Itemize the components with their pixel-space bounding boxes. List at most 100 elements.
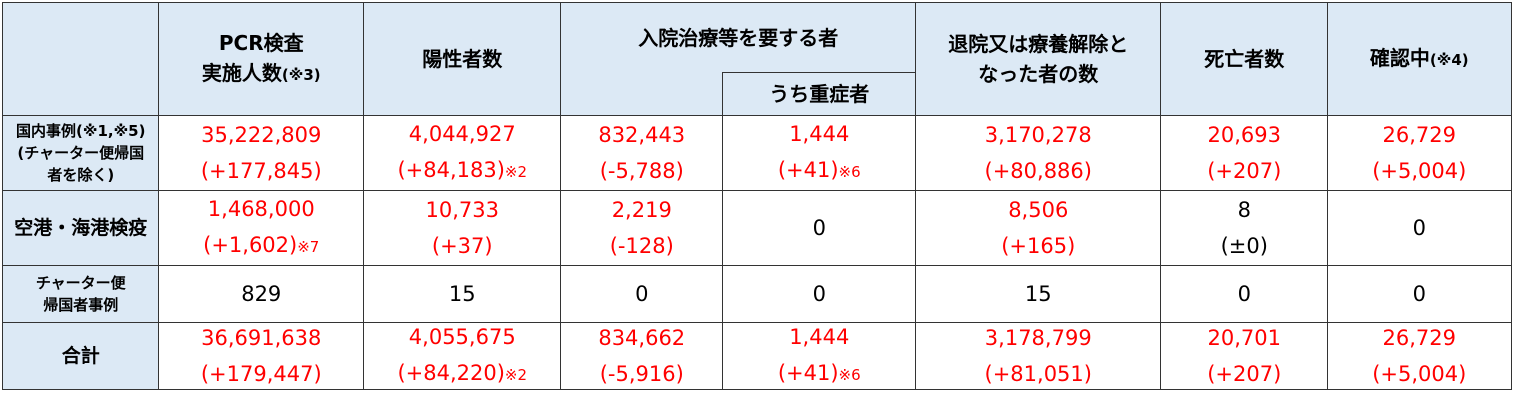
cell-value: 834,662 [598, 325, 686, 350]
cell-value: 1,468,000 [207, 197, 315, 222]
cell-value: 1,444 [789, 324, 850, 349]
cell-change: (+81,051) [984, 361, 1092, 386]
cell-value: 3,170,278 [984, 123, 1092, 148]
cell-value: 4,055,675 [408, 324, 516, 349]
cell-change: (+207) [1207, 159, 1282, 184]
data-cell: 4,044,927 (+84,183)※2 [363, 115, 562, 192]
header-text: 入院治療等を要する者 [638, 26, 839, 50]
cell-value: 832,443 [598, 123, 686, 148]
cell-change: (+179,447) [200, 361, 322, 386]
data-cell: 1,444 (+41)※6 [722, 115, 917, 192]
data-cell: 8 (±0) [1160, 190, 1329, 267]
data-cell: 0 [722, 190, 917, 267]
cell-change: (+80,886) [984, 159, 1092, 184]
row-label: 国内事例(※1,※5) (チャーター便帰国 者を除く) [2, 115, 160, 192]
header-text: 確認中(※4) [1369, 46, 1469, 71]
row-label-text: 者を除く) [47, 166, 115, 185]
cell-value: 0 [1412, 216, 1426, 241]
row-label-text: 帰国者事例 [43, 296, 119, 315]
header-text: PCR検査 [218, 31, 304, 56]
row-label-text: 空港・海港検疫 [14, 217, 148, 240]
cell-change: (+41)※6 [777, 360, 861, 385]
cell-value: 3,178,799 [984, 325, 1092, 350]
cell-value: 35,222,809 [201, 123, 322, 148]
cell-value: 2,219 [611, 198, 672, 223]
cell-value: 20,701 [1207, 325, 1281, 350]
cell-change: (+165) [1001, 234, 1076, 259]
cell-note: ※2 [504, 365, 528, 384]
data-cell: 15 [363, 265, 562, 324]
data-cell: 20,701 (+207) [1160, 322, 1329, 390]
header-corner [2, 2, 160, 117]
cell-change: (+84,220)※2 [397, 360, 528, 385]
cell-value: 15 [1024, 282, 1052, 307]
data-cell: 829 [158, 265, 365, 324]
data-cell: 15 [915, 265, 1162, 324]
cell-change: (-5,788) [599, 159, 684, 184]
header-note: (※4) [1429, 51, 1469, 70]
row-label-text: 国内事例(※1,※5) [16, 122, 146, 141]
header-note: (※3) [281, 66, 321, 85]
cell-value: 8,506 [1008, 198, 1069, 223]
cell-change: (+41)※6 [777, 158, 861, 183]
row-label-text: (チャーター便帰国 [17, 144, 145, 163]
cell-value: 26,729 [1382, 325, 1456, 350]
header-text: うち重症者 [769, 82, 870, 107]
data-cell: 26,729 (+5,004) [1327, 322, 1512, 390]
cell-value: 0 [1237, 282, 1251, 307]
header-text: なった者の数 [978, 62, 1099, 87]
header-text: 退院又は療養解除と [948, 32, 1129, 57]
row-label-text: チャーター便 [35, 274, 126, 293]
data-cell: 0 [1327, 265, 1512, 324]
header-text: 死亡者数 [1204, 47, 1285, 72]
cell-change: (+37) [431, 234, 493, 259]
data-cell: 20,693 (+207) [1160, 115, 1329, 192]
cell-change: (+5,004) [1372, 361, 1467, 386]
cell-change: (-5,916) [599, 361, 684, 386]
cell-value: 26,729 [1382, 123, 1456, 148]
cell-value: 0 [812, 282, 826, 307]
cell-change: (+5,004) [1372, 159, 1467, 184]
cell-value: 1,444 [789, 122, 850, 147]
header-cell: 確認中(※4) [1327, 2, 1512, 117]
header-text: 陽性者数 [422, 47, 503, 72]
data-cell: 36,691,638 (+179,447) [158, 322, 365, 390]
data-cell: 2,219 (-128) [560, 190, 724, 267]
header-cell: PCR検査実施人数(※3) [158, 2, 365, 117]
cell-value: 15 [448, 282, 476, 307]
cell-value: 4,044,927 [408, 122, 516, 147]
cell-change: (-128) [609, 234, 674, 259]
data-cell: 10,733 (+37) [363, 190, 562, 267]
cell-value: 36,691,638 [201, 325, 322, 350]
cell-change: (±0) [1220, 234, 1268, 259]
data-cell: 0 [722, 265, 917, 324]
data-cell: 1,468,000 (+1,602)※7 [158, 190, 365, 267]
data-cell: 4,055,675 (+84,220)※2 [363, 322, 562, 390]
data-cell: 8,506 (+165) [915, 190, 1162, 267]
data-cell: 832,443 (-5,788) [560, 115, 724, 192]
data-cell: 3,170,278 (+80,886) [915, 115, 1162, 192]
data-cell: 0 [1160, 265, 1329, 324]
data-cell: 3,178,799 (+81,051) [915, 322, 1162, 390]
cell-note: ※7 [297, 238, 320, 257]
cell-change: (+177,845) [200, 159, 322, 184]
cell-value: 0 [812, 216, 826, 241]
cell-value: 8 [1237, 198, 1251, 223]
cell-change: (+1,602)※7 [203, 233, 320, 258]
data-cell: 35,222,809 (+177,845) [158, 115, 365, 192]
row-label: 合計 [2, 322, 160, 390]
header-cell: 退院又は療養解除と なった者の数 [915, 2, 1162, 117]
cell-value: 829 [241, 282, 282, 307]
row-label: 空港・海港検疫 [2, 190, 160, 267]
row-label-text: 合計 [61, 344, 100, 367]
cell-note: ※2 [504, 163, 528, 182]
data-cell: 1,444 (+41)※6 [722, 322, 917, 390]
header-text: 実施人数(※3) [201, 61, 321, 86]
cell-value: 0 [635, 282, 649, 307]
header-cell: 陽性者数 [363, 2, 562, 117]
cell-value: 10,733 [425, 198, 499, 223]
cell-note: ※6 [838, 163, 861, 182]
cell-value: 20,693 [1207, 123, 1281, 148]
cell-change: (+207) [1207, 361, 1282, 386]
